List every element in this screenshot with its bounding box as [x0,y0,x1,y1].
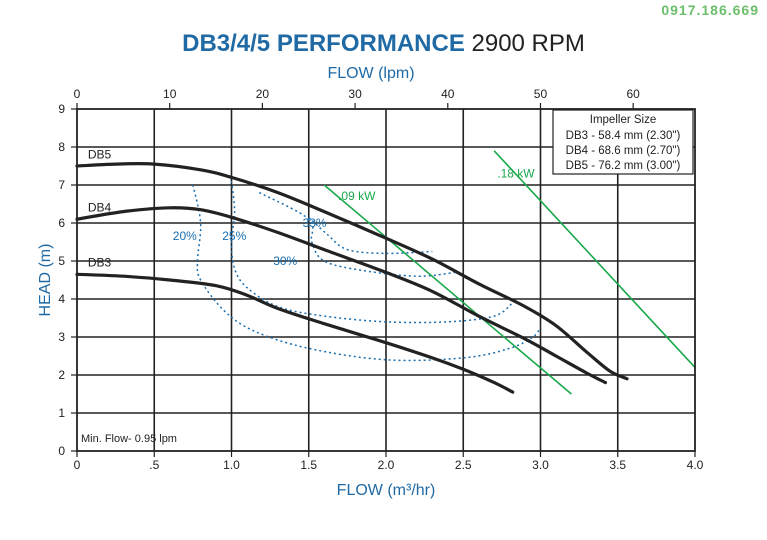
phone-watermark: 0917.186.669 [661,2,759,18]
x-tick-label: 3.0 [532,458,549,472]
labels: FLOW (m³/hr) FLOW (lpm) HEAD (m) DB5 DB4 DB3 2… [37,65,535,499]
y-tick-label: 5 [58,254,65,268]
x-tick-label: .5 [149,458,159,472]
x2-tick-label: 0 [74,87,81,101]
legend-entry: DB5 - 76.2 mm (3.00") [566,160,681,172]
x-tick-label: 3.5 [609,458,626,472]
y-tick-label: 7 [58,178,65,192]
pump-curve-db3 [75,272,515,394]
x2-tick-label: 20 [256,87,270,101]
x-tick-label: 4.0 [687,458,704,472]
chart-title-main: DB3/4/5 PERFORMANCE [182,30,465,57]
pump-curves [75,161,629,394]
legend-box: Impeller Size DB3 - 58.4 mm (2.30") DB4 - … [552,109,694,175]
power-label: .09 kW [338,189,376,203]
y-axis-title: HEAD (m) [37,244,54,317]
legend-entry: DB3 - 58.4 mm (2.30") [566,130,681,142]
x-tick-label: 2.0 [378,458,395,472]
legend-title: Impeller Size [590,114,656,126]
power-lines [323,150,696,395]
efficiency-curve-30pct [258,191,456,277]
pump-curve-db5 [75,161,629,381]
x2-tick-label: 30 [348,87,362,101]
x-tick-label: 0 [74,458,81,472]
y-tick-label: 0 [58,444,65,458]
x-tick-label: 1.0 [223,458,240,472]
efficiency-curve-20pct [192,184,542,362]
x-axis-title: FLOW (m³/hr) [337,482,436,499]
pump-curve-db4 [75,206,607,385]
series-label-db3: DB3 [88,256,112,270]
x2-tick-label: 10 [163,87,177,101]
efficiency-label: 30% [273,254,297,268]
legend-frame [552,109,694,175]
power-line-18kW [493,150,696,368]
y-tick-label: 8 [58,140,65,154]
efficiency-label: 33% [303,216,327,230]
x2-axis-title: FLOW (lpm) [327,65,414,82]
x2-tick-label: 40 [441,87,455,101]
power-line-09kW [323,184,572,395]
x-tick-label: 2.5 [455,458,472,472]
x2-tick-label: 60 [626,87,640,101]
x-tick-label: 1.5 [300,458,317,472]
efficiency-curves [192,181,542,362]
y-tick-label: 3 [58,330,65,344]
y-tick-label: 2 [58,368,65,382]
y-tick-label: 4 [58,292,65,306]
y-tick-label: 6 [58,216,65,230]
chart-title-speed: 2900 RPM [471,30,585,57]
chart-title: DB3/4/5 PERFORMANCE 2900 RPM [0,30,767,58]
series-label-db5: DB5 [88,147,112,161]
y-tick-label: 9 [58,102,65,116]
min-flow-annotation: Min. Flow- 0.95 lpm [81,433,177,445]
efficiency-label: 25% [222,229,246,243]
efficiency-label: 20% [173,229,197,243]
x2-tick-label: 50 [534,87,548,101]
efficiency-curve-33pct [308,216,433,255]
series-label-db4: DB4 [88,201,112,215]
y-tick-label: 1 [58,406,65,420]
legend-entry: DB4 - 68.6 mm (2.70") [566,145,681,157]
power-label: .18 kW [497,166,535,180]
